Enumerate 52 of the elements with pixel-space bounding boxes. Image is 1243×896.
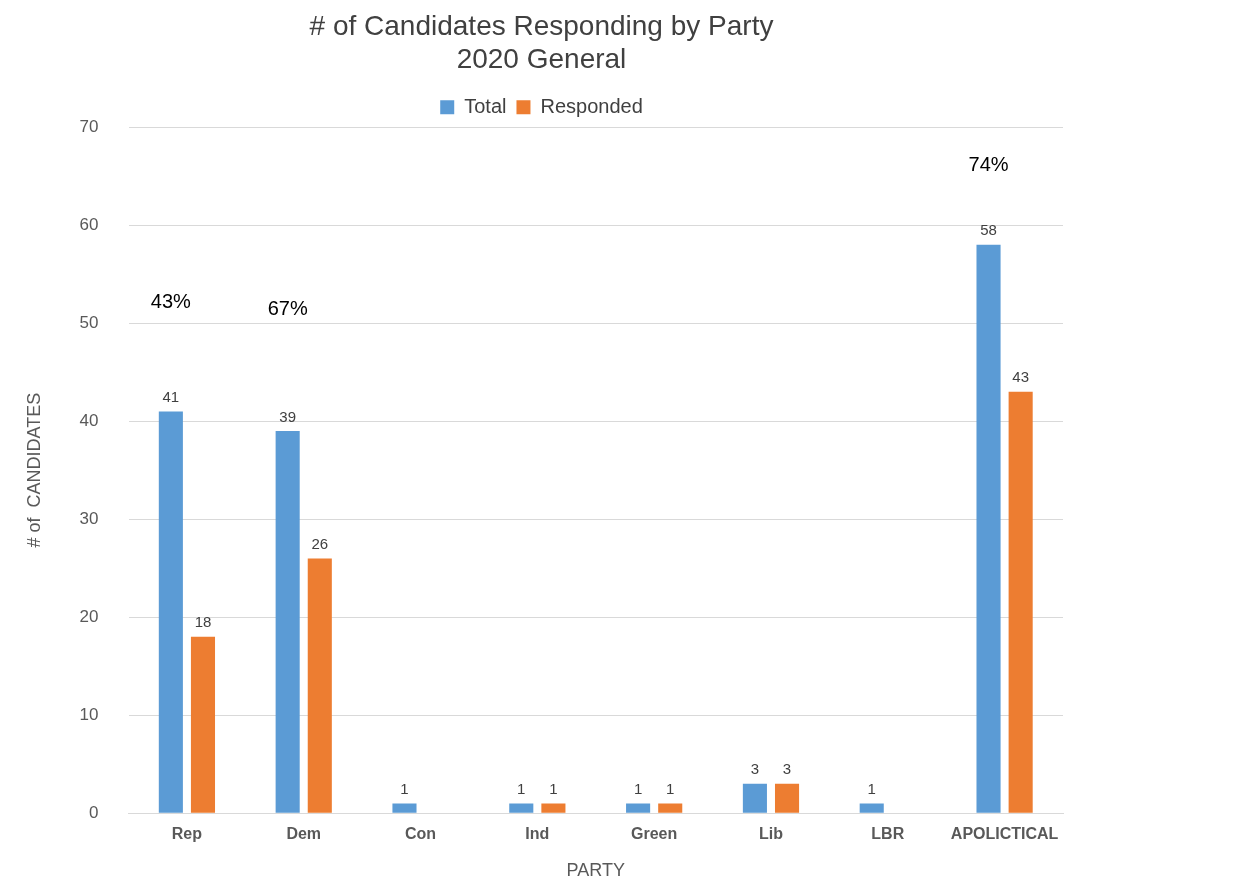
y-tick-label: 70 <box>79 116 99 136</box>
data-label: 1 <box>517 780 526 798</box>
annotation: 67% <box>267 296 308 319</box>
y-tick-label: 40 <box>79 410 99 430</box>
y-tick-label: 30 <box>79 508 99 528</box>
data-label: 3 <box>782 760 792 778</box>
y-axis-title: # of CANDIDATES <box>23 392 44 548</box>
data-label: 18 <box>194 613 212 631</box>
x-tick-label: LBR <box>871 825 905 843</box>
data-label: 26 <box>311 535 329 553</box>
bar <box>190 636 216 813</box>
data-label: 1 <box>666 780 675 798</box>
data-label: 41 <box>162 388 180 406</box>
data-label: 1 <box>867 780 876 798</box>
chart-title: # of Candidates Responding by Party 2020 General <box>309 9 774 75</box>
y-tick-label: 50 <box>79 312 99 332</box>
bar <box>976 244 1001 813</box>
x-tick-label: Lib <box>758 825 784 843</box>
data-label: 58 <box>980 221 997 239</box>
bar <box>541 803 566 813</box>
bar <box>1008 391 1033 813</box>
bar <box>742 783 767 813</box>
data-label: 1 <box>633 780 643 798</box>
bar <box>307 558 332 813</box>
legend-label: Responded <box>540 94 643 117</box>
data-label: 43 <box>1012 368 1029 386</box>
data-label: 39 <box>279 407 297 425</box>
x-tick-label: Ind <box>525 825 550 843</box>
annotation: 74% <box>968 152 1009 175</box>
y-tick-label: 20 <box>79 606 99 626</box>
y-tick-label: 0 <box>89 802 99 822</box>
bar <box>859 803 884 813</box>
x-tick-label: Rep <box>171 825 203 843</box>
data-label: 1 <box>549 780 558 798</box>
bar <box>774 783 800 813</box>
y-tick-label: 60 <box>79 214 99 234</box>
bar <box>509 803 534 813</box>
bar <box>392 803 417 813</box>
bar <box>158 411 183 813</box>
x-tick-label: Dem <box>286 825 322 843</box>
x-tick-label: Con <box>404 825 437 843</box>
legend-label: Total <box>464 94 507 117</box>
bar <box>275 431 300 813</box>
annotation: 43% <box>150 289 192 312</box>
bar <box>626 803 651 813</box>
x-tick-label: Green <box>631 825 678 843</box>
bar <box>658 803 683 813</box>
data-label: 3 <box>750 760 760 778</box>
x-axis-title: PARTY <box>566 860 625 881</box>
x-tick-label: APOLICTICAL <box>950 825 1059 843</box>
data-label: 1 <box>400 780 409 798</box>
y-tick-label: 10 <box>79 704 99 724</box>
